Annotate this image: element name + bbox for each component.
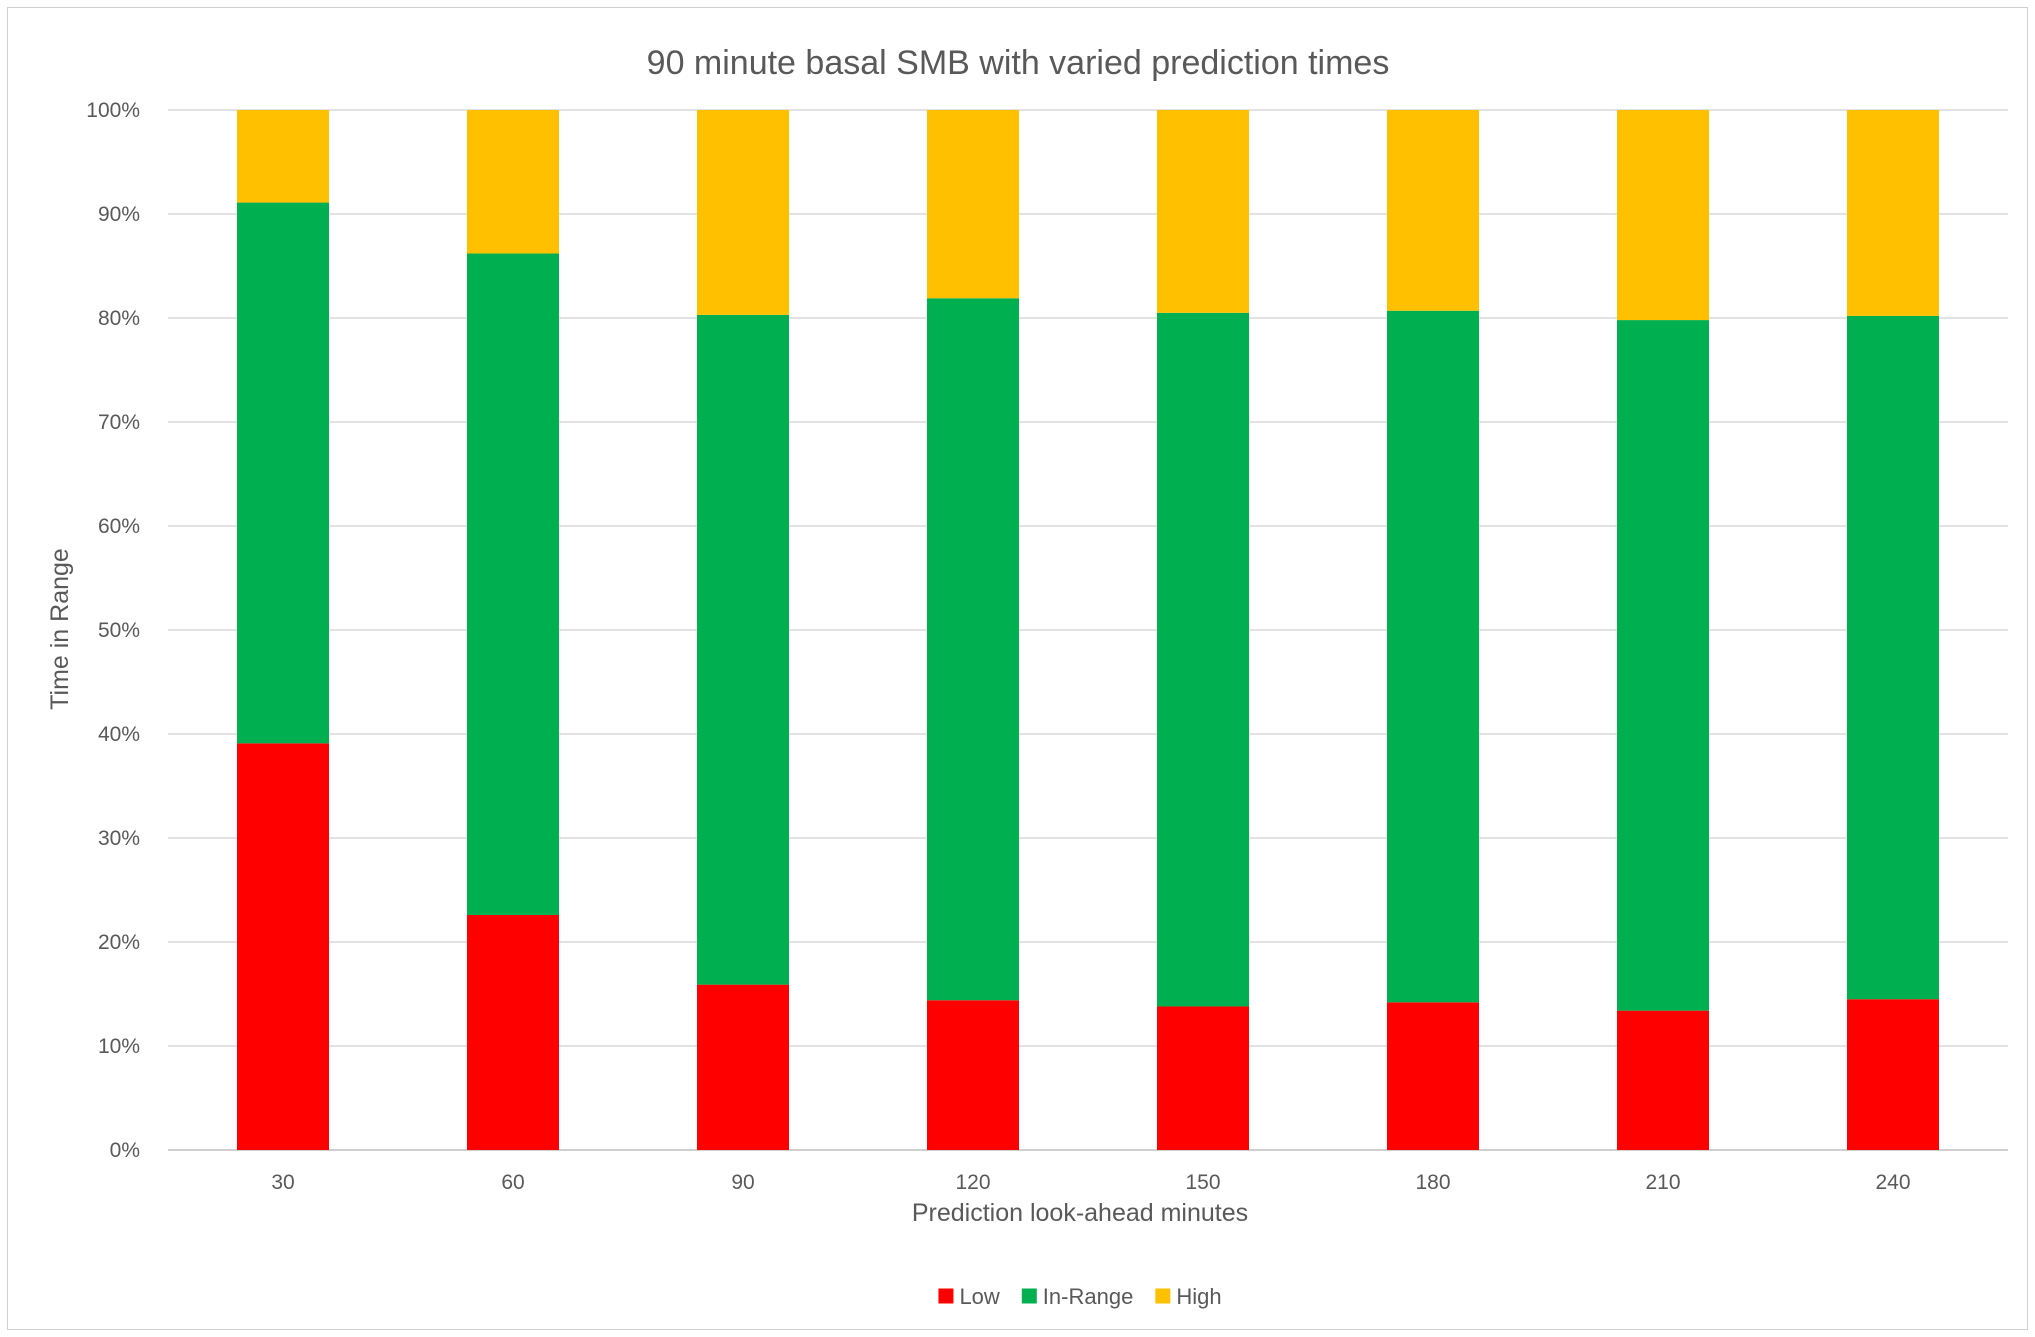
bar-segment-in-range — [1387, 310, 1479, 1003]
y-tick-label: 20% — [98, 931, 140, 954]
bars — [237, 110, 1939, 1150]
bar-segment-low — [927, 1000, 1019, 1150]
bar-segment-in-range — [237, 202, 329, 744]
legend-label: In-Range — [1043, 1284, 1134, 1309]
y-tick-label: 60% — [98, 515, 140, 538]
x-axis-tick-labels: 30 60 90 120 150 180 210 240 — [271, 1171, 1910, 1194]
legend: Low In-Range High — [938, 1284, 1222, 1309]
bar-segment-low — [237, 743, 329, 1150]
legend-swatch-in-range — [1021, 1288, 1037, 1304]
y-axis-tick-labels: 0% 10% 20% 30% 40% 50% 60% 70% 80% 90% 100% — [86, 99, 140, 1162]
chart-frame: 90 minute basal SMB with varied predicti… — [7, 7, 2028, 1330]
stacked-bar-chart: 90 minute basal SMB with varied predicti… — [46, 44, 2008, 1309]
x-tick-label: 30 — [271, 1171, 294, 1194]
bar-segment-high — [697, 110, 789, 315]
bar-segment-low — [1387, 1002, 1479, 1150]
bar-segment-high — [237, 110, 329, 203]
chart-title: 90 minute basal SMB with varied predicti… — [647, 44, 1390, 82]
bar-segment-low — [467, 914, 559, 1150]
y-tick-label: 0% — [110, 1139, 140, 1162]
y-tick-label: 100% — [86, 99, 140, 122]
bar-segment-in-range — [467, 253, 559, 915]
legend-swatch-low — [938, 1288, 954, 1304]
bar-segment-high — [1157, 110, 1249, 313]
bar-segment-low — [1847, 999, 1939, 1150]
y-tick-label: 90% — [98, 203, 140, 226]
x-tick-label: 180 — [1415, 1171, 1450, 1194]
bar-segment-high — [927, 110, 1019, 299]
y-tick-label: 70% — [98, 411, 140, 434]
y-tick-label: 80% — [98, 307, 140, 330]
bar-segment-high — [1387, 110, 1479, 311]
bar-segment-low — [1157, 1006, 1249, 1150]
bar-segment-in-range — [1617, 320, 1709, 1011]
y-tick-label: 30% — [98, 827, 140, 850]
legend-swatch-high — [1155, 1288, 1171, 1304]
x-tick-label: 150 — [1185, 1171, 1220, 1194]
bar-segment-high — [1617, 110, 1709, 321]
y-tick-label: 10% — [98, 1035, 140, 1058]
bar-segment-high — [1847, 110, 1939, 316]
legend-label: Low — [959, 1284, 999, 1309]
x-tick-label: 120 — [955, 1171, 990, 1194]
y-axis-title: Time in Range — [46, 548, 74, 710]
bar-segment-low — [1617, 1010, 1709, 1150]
gridlines — [168, 109, 2008, 1151]
bar-segment-in-range — [1157, 312, 1249, 1007]
bar-segment-high — [467, 110, 559, 254]
bar-segment-in-range — [927, 298, 1019, 1001]
x-tick-label: 210 — [1645, 1171, 1680, 1194]
bar-segment-in-range — [697, 314, 789, 985]
x-tick-label: 90 — [731, 1171, 754, 1194]
y-tick-label: 40% — [98, 723, 140, 746]
x-axis-title: Prediction look-ahead minutes — [912, 1199, 1248, 1227]
legend-label: High — [1176, 1284, 1221, 1309]
x-tick-label: 240 — [1875, 1171, 1910, 1194]
bar-segment-low — [697, 984, 789, 1150]
bar-segment-in-range — [1847, 315, 1939, 1000]
x-tick-label: 60 — [501, 1171, 524, 1194]
y-tick-label: 50% — [98, 619, 140, 642]
